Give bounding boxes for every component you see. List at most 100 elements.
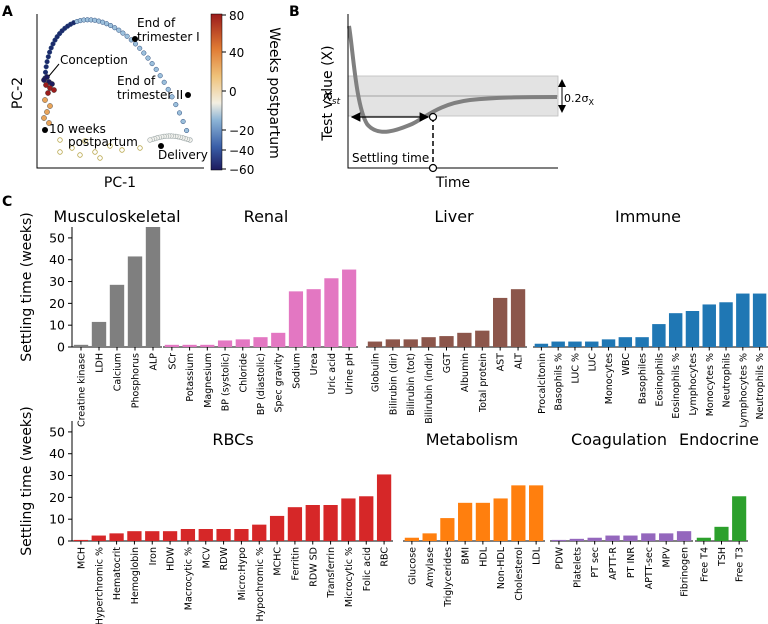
x-tick-label: Glucose <box>407 547 418 585</box>
pca-xlabel: PC-1 <box>104 175 136 191</box>
settling-chart-row-2: Settling time (weeks) 0 10 20 30 40 50 RBCs MCH H… <box>19 406 759 624</box>
x-tick-label: BP (diastolic) <box>256 353 267 415</box>
bar <box>288 291 304 347</box>
bar <box>127 256 143 347</box>
panel-b: B 0.2σX Xst Settling time Time Test valu… <box>289 4 594 191</box>
x-tick-label: Sodium <box>291 353 302 389</box>
bar <box>73 344 89 347</box>
bar <box>145 531 160 541</box>
x-tick-label: Urea <box>309 353 320 375</box>
y-tick-label: 50 <box>49 230 65 245</box>
y-tick-label: 20 <box>49 490 65 505</box>
pca-point <box>92 149 98 155</box>
x-tick-label: Phosphorus <box>131 353 142 408</box>
bar <box>198 529 213 541</box>
pca-point <box>173 102 179 108</box>
panel-a-letter: A <box>2 4 13 20</box>
bar <box>287 507 303 541</box>
bar <box>511 485 526 541</box>
bar <box>752 293 767 347</box>
bar <box>235 339 250 347</box>
settling-time-label: Settling time <box>352 151 429 165</box>
bar <box>623 535 638 541</box>
x-tick-label: Spec gravity <box>274 353 285 413</box>
bar <box>306 289 321 347</box>
x-tick-label: Lymphocytes <box>688 353 699 416</box>
bar-group-endocrine: Endocrine Free T4 TSH Free T3 <box>679 430 759 582</box>
y-tick-label: 0 <box>57 340 65 355</box>
x-tick-label: AST <box>496 353 507 372</box>
pca-point <box>161 79 167 85</box>
x-tick-label: Neutrophils % <box>755 353 766 420</box>
bar <box>200 344 215 347</box>
bar <box>493 498 508 541</box>
x-tick-label: RDW SD <box>308 547 319 587</box>
x-tick-label: PT INR <box>626 547 637 578</box>
bar <box>253 337 268 347</box>
xst-sub: st <box>332 97 341 107</box>
y-tick-label: 30 <box>49 468 65 483</box>
y-tick-label: 40 <box>49 252 65 267</box>
band-label-sub: X <box>588 98 594 107</box>
colorbar-tick-label: 0 <box>229 85 237 99</box>
postpartum-label-1: 10 weeks <box>49 122 106 136</box>
group-title: Metabolism <box>426 430 518 449</box>
x-tick-label: Basophiles <box>638 353 649 404</box>
x-tick-label: Non-HDL <box>496 546 507 589</box>
pca-point <box>149 61 155 67</box>
pca-point <box>47 49 53 55</box>
pca-point <box>165 86 171 92</box>
bar <box>652 324 666 347</box>
pca-point <box>44 74 50 80</box>
colorbar-label: Weeks postpartum <box>266 27 282 159</box>
pca-point <box>157 73 163 79</box>
bar <box>91 321 107 347</box>
x-tick-label: PT sec <box>590 547 601 578</box>
tri2-label-2: trimester II <box>117 88 183 102</box>
bar <box>164 344 179 347</box>
bar <box>635 337 649 347</box>
pca-point <box>169 94 175 100</box>
bar <box>234 529 249 541</box>
x-tick-label: Macrocytic % <box>183 547 194 610</box>
group-title: Coagulation <box>571 430 667 449</box>
bar <box>421 337 436 347</box>
x-tick-label: LUC % <box>570 353 581 383</box>
group-title: RBCs <box>212 430 253 449</box>
tri1-label-2: trimester I <box>137 30 200 44</box>
bar <box>676 531 692 541</box>
y-tick-label: 10 <box>49 318 65 333</box>
x-tick-label: Procalcitonin <box>537 353 548 414</box>
x-tick-label: MCH <box>76 547 87 569</box>
settling-chart-row-1: Settling time (weeks) 0 10 20 30 40 50 Musculos… <box>19 207 768 428</box>
pca-point <box>97 155 103 161</box>
bar <box>719 302 733 347</box>
x-tick-label: Triglycerides <box>443 547 454 608</box>
x-tick-label: Ferritin <box>290 547 301 580</box>
x-tick-label: Albumin <box>460 353 471 392</box>
x-tick-label: MCHC <box>273 547 284 576</box>
bar <box>127 531 142 541</box>
bar-group-liver: Liver Globulin Bilirubin (dir) Bilirubin (t… <box>366 207 527 424</box>
bar <box>641 533 656 541</box>
bar <box>73 539 89 541</box>
x-tick-label: APTT-sec <box>644 547 655 589</box>
x-tick-label: Platelets <box>572 547 583 588</box>
bar <box>440 518 455 541</box>
colorbar-tick-label: 80 <box>229 9 244 23</box>
bar <box>422 533 437 541</box>
pca-point <box>153 66 159 72</box>
tri1-label-1: End of <box>137 16 176 30</box>
bar <box>91 535 106 541</box>
bar <box>145 227 161 347</box>
x-tick-label: Transferrin <box>326 547 337 599</box>
bar-group-immune: Immune Procalcitonin Basophils % LUC % LUC Mo… <box>533 207 768 428</box>
pca-point <box>108 22 114 29</box>
response-curve <box>347 25 558 134</box>
bar <box>323 505 338 541</box>
bar <box>702 304 716 347</box>
pca-point <box>45 54 51 60</box>
pca-point <box>137 145 143 151</box>
x-tick-label: PDW <box>554 546 565 569</box>
bar <box>109 533 124 541</box>
